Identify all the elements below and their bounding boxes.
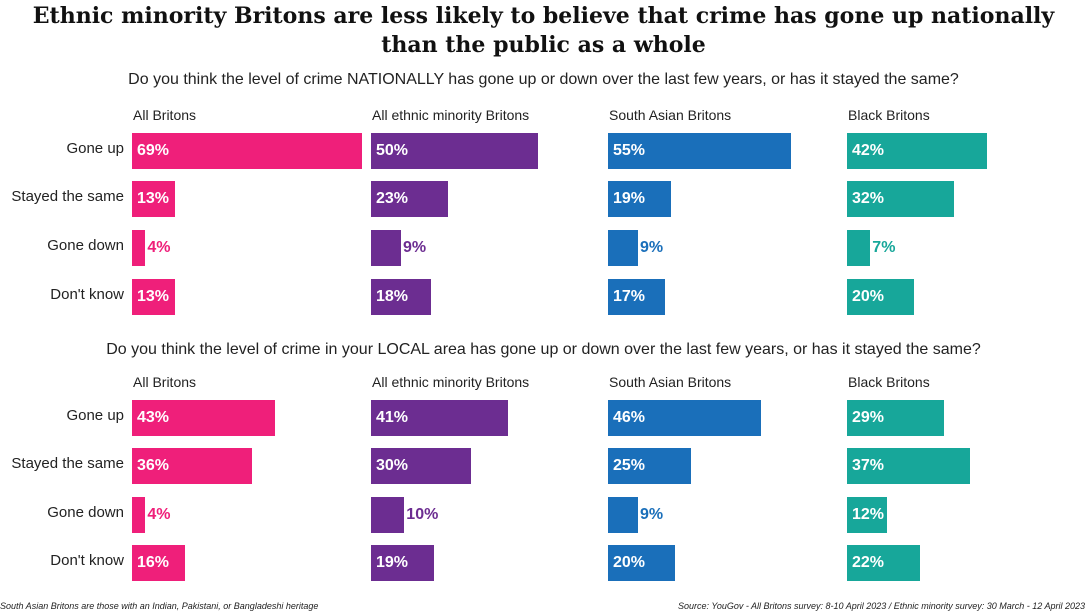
bar-all-ethnic-minority-britons-gone-up — [371, 400, 508, 436]
bar-black-britons-gone-up — [847, 133, 987, 169]
category-label-don-t-know: Don't know — [50, 552, 124, 569]
bar-south-asian-britons-gone-up — [608, 133, 792, 169]
value-label: 9% — [402, 239, 427, 256]
value-label: 19% — [376, 554, 409, 571]
bar-south-asian-britons-don-t-know — [608, 279, 665, 315]
bar-all-britons-stayed-the-same — [132, 448, 252, 484]
value-label: 46% — [613, 409, 646, 426]
bar-black-britons-stayed-the-same — [847, 181, 954, 217]
value-label: 12% — [852, 506, 885, 523]
value-label: 29% — [852, 409, 885, 426]
bar-all-ethnic-minority-britons-gone-down — [371, 497, 405, 533]
bar-black-britons-don-t-know — [847, 545, 921, 581]
bar-all-britons-gone-up — [132, 400, 276, 436]
value-label: 13% — [137, 190, 170, 207]
value-label: 22% — [852, 554, 885, 571]
value-label: 30% — [376, 457, 409, 474]
category-label-stayed-the-same: Stayed the same — [11, 455, 124, 472]
bar-south-asian-britons-don-t-know — [608, 545, 675, 581]
value-label: 20% — [852, 288, 885, 305]
value-label: 19% — [613, 190, 646, 207]
category-label-don-t-know: Don't know — [50, 286, 124, 303]
bar-all-ethnic-minority-britons-don-t-know — [371, 279, 431, 315]
bar-all-ethnic-minority-britons-stayed-the-same — [371, 181, 448, 217]
bar-all-ethnic-minority-britons-gone-up — [371, 133, 538, 169]
value-label: 36% — [137, 457, 170, 474]
value-label: 9% — [639, 239, 664, 256]
value-label: 55% — [613, 142, 646, 159]
bar-all-britons-don-t-know — [132, 545, 186, 581]
value-label: 23% — [376, 190, 409, 207]
bar-all-britons-don-t-know — [132, 279, 176, 315]
bar-all-ethnic-minority-britons-stayed-the-same — [371, 448, 471, 484]
series-label-black-britons: Black Britons — [848, 107, 930, 123]
chart-title-line-2: than the public as a whole — [381, 32, 706, 58]
chart-title-line-1: Ethnic minority Britons are less likely … — [32, 3, 1055, 29]
series-label-all-ethnic-minority-britons: All ethnic minority Britons — [372, 107, 530, 123]
series-label-all-britons: All Britons — [133, 374, 197, 390]
category-label-gone-up: Gone up — [66, 407, 124, 424]
question-1: Do you think the level of crime NATIONAL… — [128, 71, 959, 88]
bar-south-asian-britons-stayed-the-same — [608, 448, 692, 484]
bar-south-asian-britons-gone-down — [608, 497, 638, 533]
series-label-all-ethnic-minority-britons: All ethnic minority Britons — [372, 374, 530, 390]
value-label: 4% — [147, 506, 171, 523]
bar-south-asian-britons-gone-up — [608, 400, 762, 436]
bar-all-britons-gone-up — [132, 133, 362, 169]
bar-black-britons-stayed-the-same — [847, 448, 971, 484]
series-label-all-britons: All Britons — [133, 107, 197, 123]
category-label-gone-down: Gone down — [47, 237, 124, 254]
bar-all-britons-gone-down — [132, 230, 146, 266]
value-label: 17% — [613, 288, 646, 305]
bar-south-asian-britons-stayed-the-same — [608, 181, 672, 217]
value-label: 20% — [613, 554, 646, 571]
bar-all-ethnic-minority-britons-don-t-know — [371, 545, 435, 581]
bar-all-ethnic-minority-britons-gone-down — [371, 230, 401, 266]
footnote-source: Source: YouGov - All Britons survey: 8-1… — [677, 601, 1085, 611]
series-label-south-asian-britons: South Asian Britons — [609, 107, 732, 123]
value-label: 25% — [613, 457, 646, 474]
bar-all-britons-stayed-the-same — [132, 181, 176, 217]
value-label: 16% — [137, 554, 170, 571]
value-label: 37% — [852, 457, 885, 474]
category-label-gone-down: Gone down — [47, 504, 124, 521]
value-label: 4% — [147, 239, 171, 256]
chart-title: Ethnic minority Britons are less likely … — [0, 2, 1087, 60]
value-label: 50% — [376, 142, 409, 159]
bar-black-britons-gone-down — [847, 230, 871, 266]
value-label: 18% — [376, 288, 409, 305]
footnote-definition: South Asian Britons are those with an In… — [0, 601, 319, 611]
category-label-gone-up: Gone up — [66, 140, 124, 157]
value-label: 42% — [852, 142, 885, 159]
value-label: 7% — [872, 239, 896, 256]
category-label-stayed-the-same: Stayed the same — [11, 188, 124, 205]
series-label-south-asian-britons: South Asian Britons — [609, 374, 732, 390]
series-label-black-britons: Black Britons — [848, 374, 930, 390]
value-label: 13% — [137, 288, 170, 305]
value-label: 9% — [639, 506, 664, 523]
bar-all-britons-gone-down — [132, 497, 146, 533]
bar-south-asian-britons-gone-down — [608, 230, 638, 266]
bar-black-britons-gone-down — [847, 497, 887, 533]
value-label: 41% — [376, 409, 409, 426]
bar-black-britons-don-t-know — [847, 279, 914, 315]
bar-black-britons-gone-up — [847, 400, 944, 436]
value-label: 43% — [137, 409, 170, 426]
value-label: 10% — [406, 506, 439, 523]
question-2: Do you think the level of crime in your … — [106, 341, 981, 358]
value-label: 69% — [137, 142, 170, 159]
value-label: 32% — [852, 190, 885, 207]
